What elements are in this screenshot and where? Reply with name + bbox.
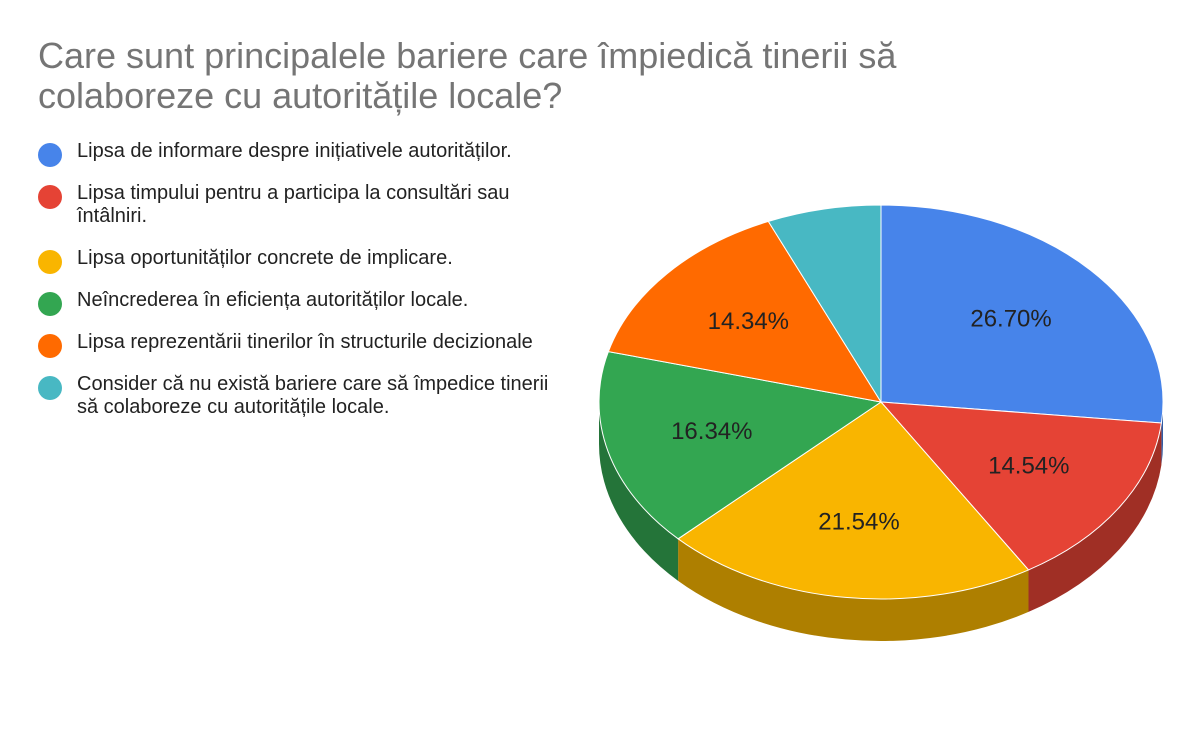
legend-label: Consider că nu există bariere care să îm…: [77, 373, 549, 418]
pie-slice: [880, 204, 1164, 424]
pie-slice: [598, 351, 883, 540]
slice-value-label: 26.70%: [970, 306, 1051, 333]
legend-swatch: [38, 334, 62, 358]
legend-item: Lipsa reprezentării tinerilor în structu…: [38, 331, 568, 358]
legend-swatch: [38, 143, 62, 167]
legend-label: Neîncrederea în eficiența autorităților …: [77, 289, 469, 311]
chart-legend: Lipsa de informare despre inițiativele a…: [38, 140, 568, 438]
chart-title: Care sunt principalele bariere care împi…: [38, 35, 897, 116]
legend-swatch: [38, 292, 62, 316]
legend-label: Lipsa oportunităților concrete de implic…: [77, 247, 453, 269]
legend-label: Lipsa reprezentării tinerilor în structu…: [77, 331, 533, 353]
pie-slice: [879, 401, 1162, 571]
pie-slice: [677, 401, 1030, 600]
pie-slice-side: [678, 538, 1029, 641]
slice-value-label: 16.34%: [671, 418, 752, 445]
legend-label: Lipsa de informare despre inițiativele a…: [77, 140, 512, 162]
legend-swatch: [38, 185, 62, 209]
legend-item: Neîncrederea în eficiența autorităților …: [38, 289, 568, 316]
legend-item: Lipsa timpului pentru a participa la con…: [38, 182, 568, 228]
pie-slice: [607, 220, 883, 403]
pie-slice: [767, 204, 882, 404]
slice-value-label: 14.54%: [988, 453, 1069, 480]
legend-item: Consider că nu există bariere care să îm…: [38, 373, 568, 419]
legend-swatch: [38, 376, 62, 400]
pie-slice-side: [599, 402, 679, 581]
slice-value-label: 14.34%: [708, 308, 789, 335]
legend-swatch: [38, 250, 62, 274]
legend-item: Lipsa de informare despre inițiativele a…: [38, 140, 568, 167]
slice-value-label: 21.54%: [818, 509, 899, 536]
legend-item: Lipsa oportunităților concrete de implic…: [38, 247, 568, 274]
pie-slice-side: [1028, 423, 1162, 612]
legend-label: Lipsa timpului pentru a participa la con…: [77, 182, 510, 227]
